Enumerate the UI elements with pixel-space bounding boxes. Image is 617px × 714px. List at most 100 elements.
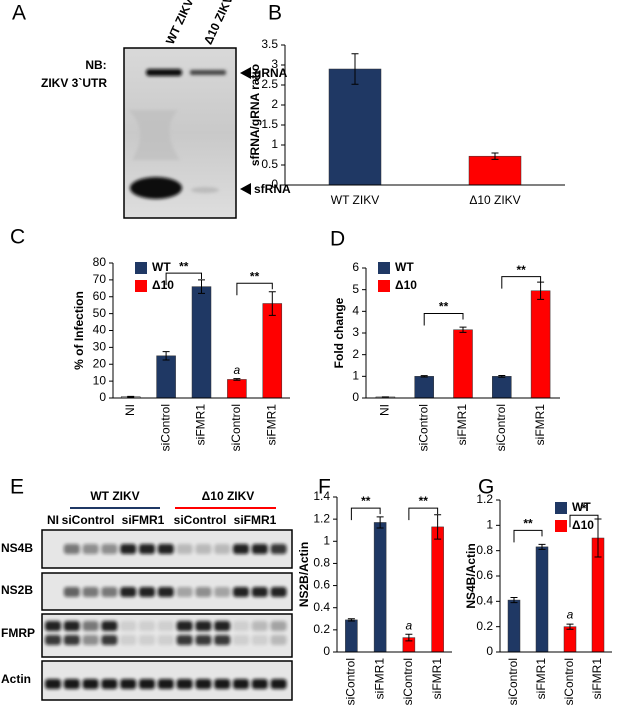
- band: [251, 679, 268, 689]
- band: [101, 635, 118, 645]
- x-tick-label: siFMR1: [264, 404, 278, 446]
- legend-label: WT: [152, 260, 171, 274]
- significance-bracket: [569, 514, 599, 528]
- panel-label: F: [318, 476, 331, 499]
- band: [63, 635, 80, 645]
- bar: [507, 599, 521, 653]
- annotation: a: [234, 363, 241, 377]
- significance-bracket: [165, 272, 202, 286]
- error-bar: [420, 375, 428, 378]
- band: [157, 621, 174, 631]
- bar: [453, 329, 473, 399]
- band: [82, 621, 99, 631]
- band: [45, 679, 61, 689]
- band: [214, 679, 231, 689]
- error-bar: [351, 53, 359, 85]
- group-label: WT ZIKV: [90, 489, 139, 503]
- error-bar: [566, 623, 574, 630]
- band: [139, 621, 155, 631]
- y-tick-label: 0.6: [476, 568, 493, 582]
- error-bar: [268, 291, 276, 316]
- bar: [563, 626, 577, 653]
- band: [120, 635, 137, 645]
- bar: [345, 619, 358, 653]
- error-bar: [459, 326, 467, 333]
- y-tick-label: 1.4: [313, 489, 330, 503]
- band: [195, 587, 212, 597]
- error-bar: [233, 378, 241, 381]
- y-axis-label: NS4B/Actin: [464, 543, 478, 608]
- band: [176, 544, 193, 554]
- x-tick-label: siFMR1: [194, 404, 208, 446]
- band: [120, 679, 137, 689]
- significance-label: **: [419, 494, 429, 508]
- band: [233, 635, 249, 645]
- bar: [414, 376, 434, 399]
- panel-label: B: [268, 2, 282, 25]
- x-tick-label: siFMR1: [430, 658, 444, 700]
- error-bar: [510, 597, 518, 604]
- y-tick-label: 3: [352, 325, 359, 339]
- band: [120, 621, 137, 631]
- legend-swatch: [378, 262, 390, 274]
- band: [63, 621, 80, 631]
- band: [139, 635, 155, 645]
- lane-label: siControl: [174, 513, 227, 527]
- band: [233, 621, 249, 631]
- y-tick-label: 1.2: [313, 511, 330, 525]
- band: [139, 544, 155, 554]
- lane-label: siFMR1: [234, 513, 277, 527]
- x-tick-label: siFMR1: [590, 658, 604, 700]
- y-tick-label: 0: [323, 644, 330, 658]
- band: [270, 679, 287, 689]
- x-tick-label: siFMR1: [455, 404, 469, 446]
- error-bar: [127, 395, 135, 398]
- y-tick-label: 80: [93, 255, 107, 269]
- panel-label: E: [10, 476, 24, 499]
- y-axis-label: NS2B/Actin: [297, 542, 311, 607]
- y-tick-label: 0.6: [313, 578, 330, 592]
- bar: [492, 376, 512, 399]
- row-label: FMRP: [1, 626, 35, 640]
- x-tick-label: siControl: [416, 404, 430, 451]
- y-tick-label: 60: [93, 289, 107, 303]
- bar: [262, 303, 283, 399]
- y-tick-label: 0.5: [261, 157, 278, 171]
- error-bar: [538, 543, 546, 550]
- lane-label: siControl: [62, 513, 115, 527]
- x-tick-label: WT ZIKV: [331, 193, 379, 207]
- bands: [128, 69, 226, 199]
- band: [270, 621, 287, 631]
- significance-label: **: [517, 263, 527, 277]
- significance-label: **: [361, 494, 371, 508]
- band: [101, 679, 118, 689]
- x-tick-label: NI: [123, 404, 137, 416]
- x-tick-label: siFMR1: [533, 404, 547, 446]
- y-tick-label: 0.8: [476, 543, 493, 557]
- y-tick-label: 0.2: [476, 619, 493, 633]
- legend-label: Δ10: [152, 278, 174, 292]
- legend-swatch: [555, 502, 567, 514]
- band: [45, 635, 61, 645]
- x-tick-label: Δ10 ZIKV: [469, 193, 520, 207]
- y-tick-label: 2: [271, 97, 278, 111]
- significance-label: **: [439, 300, 449, 314]
- band: [101, 621, 118, 631]
- band: [101, 587, 118, 597]
- x-tick-label: siFMR1: [534, 658, 548, 700]
- error-bar: [491, 152, 499, 160]
- band: [176, 679, 193, 689]
- bar: [530, 290, 551, 399]
- probe-label: NB:: [85, 58, 106, 72]
- band: [233, 544, 249, 554]
- x-tick-label: siControl: [562, 658, 576, 705]
- band: [195, 679, 212, 689]
- row-label: NS2B: [1, 583, 33, 597]
- bar: [535, 546, 549, 653]
- legend-label: WT: [395, 260, 414, 274]
- y-axis-label: sfRNA/gRNA ratio: [248, 64, 262, 166]
- panel-label: D: [330, 228, 345, 251]
- y-tick-label: 0: [271, 177, 278, 191]
- lane-label: Δ10 ZIKV: [201, 0, 236, 47]
- y-tick-label: 0: [99, 390, 106, 404]
